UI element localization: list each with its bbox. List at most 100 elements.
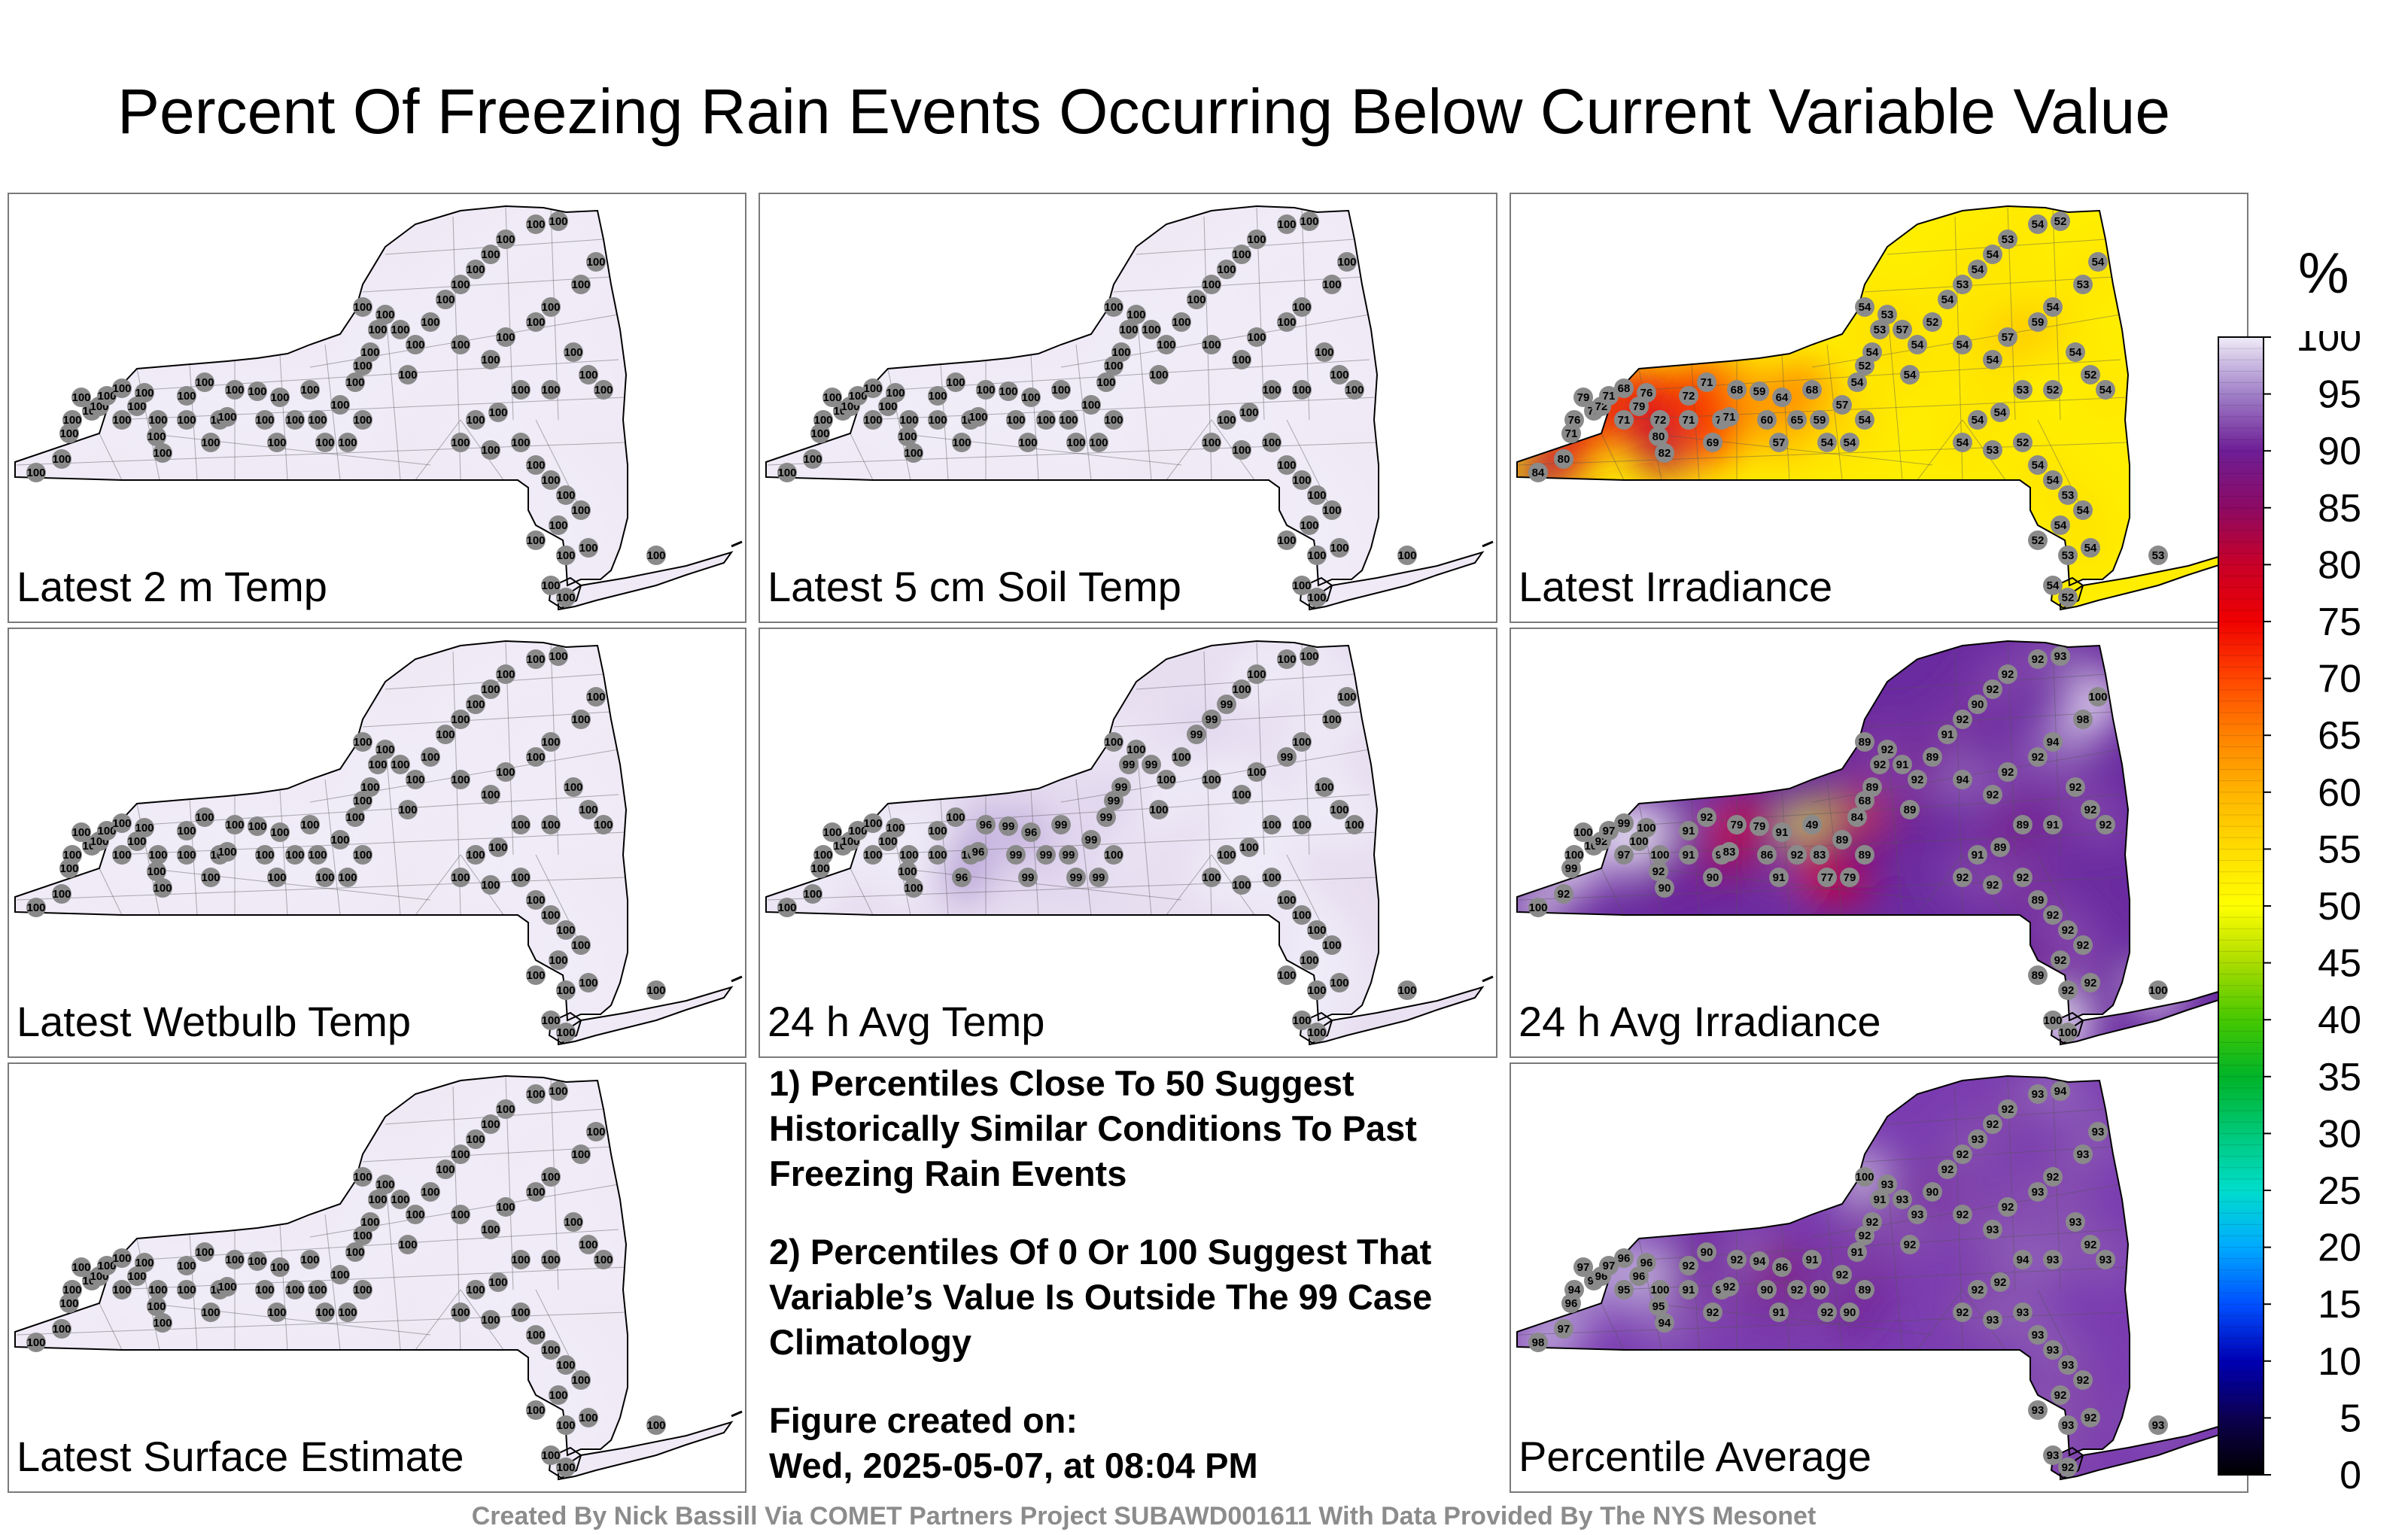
station-value: 100 <box>1300 650 1318 663</box>
station-value: 93 <box>2047 1449 2060 1462</box>
station-marker: 54 <box>1953 335 1972 354</box>
station-value: 100 <box>97 825 116 837</box>
station-marker: 100 <box>451 275 470 294</box>
station-marker: 100 <box>526 312 546 332</box>
station-value: 100 <box>526 1404 545 1417</box>
station-marker: 54 <box>1855 410 1874 430</box>
station-value: 100 <box>1307 591 1326 604</box>
station-marker: 89 <box>2028 890 2048 910</box>
note-1: 1) Percentiles Close To 50 Suggest Histo… <box>769 1063 1417 1193</box>
station-marker: 100 <box>976 380 996 400</box>
station-marker: 100 <box>1018 433 1038 452</box>
station-marker: 54 <box>2043 576 2063 595</box>
station-marker: 100 <box>1397 546 1417 565</box>
station-value: 100 <box>1111 346 1130 359</box>
panel-label: Latest 2 m Temp <box>17 563 327 610</box>
station-marker: 100 <box>345 372 365 392</box>
station-marker: 100 <box>436 1160 455 1179</box>
station-marker: 100 <box>549 646 568 666</box>
station-marker: 100 <box>813 845 833 865</box>
station-marker: 71 <box>1679 410 1698 430</box>
panel-label: Latest 5 cm Soil Temp <box>768 563 1181 610</box>
station-value: 100 <box>541 384 560 397</box>
station-value: 100 <box>526 1186 545 1199</box>
station-value: 100 <box>822 826 841 839</box>
station-value: 100 <box>451 713 470 726</box>
station-marker: 93 <box>1983 1310 2002 1330</box>
station-value: 100 <box>255 1284 274 1296</box>
station-marker: 100 <box>1528 898 1548 917</box>
station-marker: 100 <box>496 664 515 684</box>
station-marker: 92 <box>1990 1272 2010 1292</box>
station-value: 54 <box>2099 384 2112 397</box>
station-value: 100 <box>579 1412 597 1424</box>
station-value: 54 <box>2047 474 2060 487</box>
station-marker: 93 <box>2028 1400 2048 1420</box>
station-value: 100 <box>1232 248 1251 261</box>
station-value: 54 <box>1972 263 1984 276</box>
station-marker: 69 <box>1703 433 1722 452</box>
station-marker: 100 <box>898 862 917 881</box>
map-panel-7: 100 100 100 100 100 100 100 100 100 100 100 100 100 1… <box>8 1062 746 1493</box>
station-marker: 54 <box>1908 335 1927 354</box>
station-marker: 100 <box>526 1182 546 1202</box>
station-marker: 100 <box>481 1114 500 1134</box>
station-value: 100 <box>1650 1284 1669 1296</box>
station-marker: 100 <box>391 755 410 774</box>
station-marker: 100 <box>556 920 576 940</box>
station-marker: 99 <box>1119 755 1139 774</box>
station-value: 68 <box>1731 384 1744 397</box>
station-value: 100 <box>488 406 507 419</box>
station-value: 100 <box>225 384 244 397</box>
station-marker: 99 <box>1036 845 1056 865</box>
colorbar-tick: 75 <box>2318 600 2361 644</box>
station-marker: 100 <box>112 845 132 865</box>
station-marker: 100 <box>466 845 485 865</box>
station-value: 100 <box>586 691 605 704</box>
station-marker: 92 <box>1554 884 1573 904</box>
station-value: 100 <box>330 399 349 412</box>
station-value: 92 <box>1866 1216 1879 1229</box>
station-marker: 100 <box>375 1175 395 1194</box>
station-marker: 100 <box>270 1257 290 1277</box>
station-value: 100 <box>1018 436 1037 449</box>
station-value: 100 <box>153 447 172 460</box>
station-value: 100 <box>549 954 567 967</box>
station-value: 54 <box>2032 218 2045 231</box>
station-marker: 100 <box>52 884 71 904</box>
colorbar-unit: % <box>2298 242 2349 305</box>
station-value: 90 <box>1707 871 1719 884</box>
station-value: 92 <box>1791 1284 1804 1296</box>
station-marker: 71 <box>1697 372 1716 392</box>
station-marker: 100 <box>451 710 470 729</box>
station-value: 100 <box>1277 316 1296 329</box>
station-marker: 100 <box>1217 410 1236 430</box>
station-value: 100 <box>488 841 507 854</box>
station-value: 92 <box>1987 1118 1999 1131</box>
station-marker: 100 <box>1315 342 1334 362</box>
station-marker: 91 <box>2043 815 2063 834</box>
station-value: 100 <box>810 427 829 440</box>
station-marker: 100 <box>177 1280 196 1299</box>
station-value: 99 <box>1123 758 1136 771</box>
station-marker: 100 <box>375 305 395 324</box>
station-marker: 100 <box>946 807 965 827</box>
station-marker: 100 <box>1855 1167 1874 1187</box>
station-marker: 92 <box>1832 1265 1852 1284</box>
map-panel-3: 8480717678797271687179767280827172717169… <box>1510 193 2248 623</box>
station-marker: 71 <box>1719 407 1739 427</box>
station-marker: 92 <box>2081 1408 2100 1427</box>
station-marker: 100 <box>406 770 425 789</box>
station-value: 100 <box>148 414 167 427</box>
colorbar-tick: 0 <box>2340 1454 2361 1497</box>
station-marker: 89 <box>1923 747 1942 767</box>
station-marker: 100 <box>26 1333 46 1352</box>
station-value: 100 <box>177 849 196 862</box>
station-value: 100 <box>1149 369 1168 381</box>
station-marker: 92 <box>1908 770 1927 789</box>
station-marker: 100 <box>1650 845 1670 865</box>
colorbar-tick: 50 <box>2318 885 2361 929</box>
station-marker: 100 <box>1277 890 1297 910</box>
station-marker: 100 <box>863 410 883 430</box>
station-marker: 100 <box>1337 252 1357 272</box>
